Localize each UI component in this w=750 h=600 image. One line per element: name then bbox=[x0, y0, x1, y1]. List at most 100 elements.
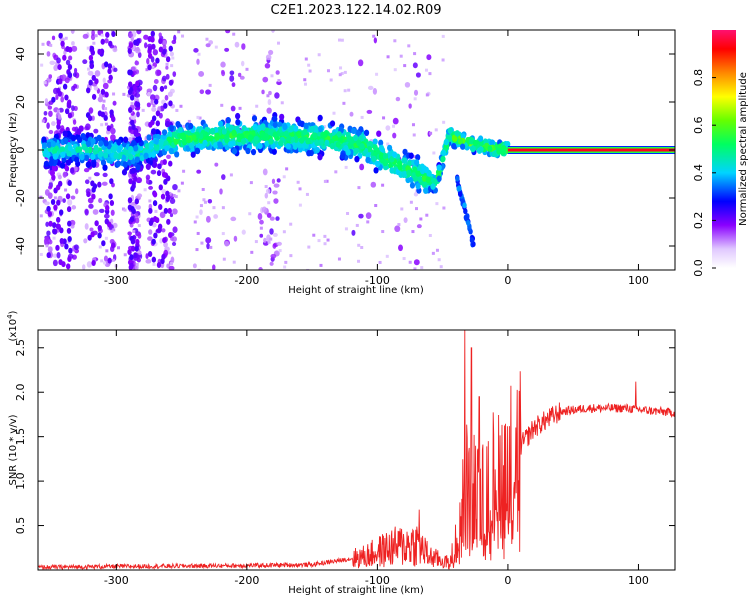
ridge-pixel bbox=[98, 140, 104, 147]
ridge-pixel bbox=[235, 112, 241, 120]
noise-pixel bbox=[48, 129, 54, 135]
noise-pixel bbox=[52, 228, 57, 235]
noise-pixel bbox=[317, 53, 321, 57]
ridge-pixel bbox=[90, 153, 96, 160]
ridge-pixel bbox=[59, 162, 66, 169]
noise-pixel bbox=[157, 163, 162, 170]
noise-pixel bbox=[56, 87, 61, 94]
ridge-pixel bbox=[65, 159, 72, 166]
ridge-pixel bbox=[421, 181, 428, 188]
noise-pixel bbox=[130, 94, 135, 101]
ridge-pixel bbox=[363, 129, 370, 137]
ridge-pixel bbox=[209, 127, 216, 135]
noise-pixel bbox=[40, 63, 44, 67]
ridge-pixel bbox=[161, 134, 167, 141]
noise-pixel bbox=[161, 228, 166, 233]
noise-pixel bbox=[403, 64, 407, 68]
noise-pixel bbox=[413, 97, 417, 101]
noise-pixel bbox=[413, 155, 417, 159]
noise-pixel bbox=[107, 63, 113, 70]
ridge-pixel bbox=[85, 140, 91, 147]
noise-pixel bbox=[153, 127, 157, 131]
noise-pixel bbox=[230, 216, 237, 222]
noise-pixel bbox=[153, 232, 158, 239]
ridge-pixel bbox=[489, 139, 495, 146]
noise-pixel bbox=[289, 222, 293, 226]
noise-pixel bbox=[51, 222, 57, 229]
noise-pixel bbox=[323, 179, 327, 183]
noise-pixel bbox=[111, 116, 116, 123]
ridge-pixel bbox=[352, 134, 359, 142]
noise-pixel bbox=[69, 167, 75, 174]
ridge-pixel bbox=[110, 127, 116, 135]
noise-pixel bbox=[152, 200, 158, 207]
noise-pixel bbox=[272, 232, 278, 237]
ridge-pixel bbox=[335, 141, 341, 148]
noise-pixel bbox=[342, 101, 346, 105]
ridge-pixel bbox=[175, 120, 181, 128]
ridge-pixel bbox=[81, 143, 87, 150]
ridge-pixel bbox=[143, 152, 149, 160]
noise-pixel bbox=[136, 111, 140, 118]
noise-pixel bbox=[171, 236, 177, 242]
noise-pixel bbox=[147, 45, 153, 52]
noise-pixel bbox=[51, 35, 56, 41]
ridge-pixel bbox=[346, 135, 353, 142]
ridge-pixel bbox=[500, 148, 506, 156]
noise-pixel bbox=[68, 55, 73, 61]
ridge-pixel bbox=[161, 129, 168, 136]
noise-pixel bbox=[44, 189, 50, 196]
noise-pixel bbox=[150, 30, 155, 37]
noise-pixel bbox=[67, 235, 72, 242]
ridge-pixel bbox=[117, 152, 123, 160]
noise-pixel bbox=[408, 103, 412, 109]
noise-pixel bbox=[265, 188, 271, 194]
noise-pixel bbox=[161, 253, 166, 260]
ridge-pixel bbox=[417, 176, 423, 183]
ridge-pixel bbox=[93, 144, 99, 152]
ridge-pixel bbox=[355, 130, 361, 137]
noise-pixel bbox=[259, 226, 263, 230]
noise-pixel bbox=[308, 69, 312, 73]
noise-pixel bbox=[130, 102, 134, 106]
noise-pixel bbox=[334, 170, 338, 174]
noise-pixel bbox=[267, 99, 272, 106]
noise-pixel bbox=[87, 67, 91, 71]
noise-pixel bbox=[97, 232, 102, 239]
noise-pixel bbox=[98, 245, 102, 249]
noise-pixel bbox=[232, 32, 236, 36]
noise-pixel bbox=[386, 55, 390, 59]
noise-pixel bbox=[101, 181, 108, 186]
ridge-pixel bbox=[231, 129, 237, 137]
ridge-pixel bbox=[83, 154, 90, 162]
noise-pixel bbox=[91, 259, 96, 266]
x-tick-label: 100 bbox=[628, 574, 649, 587]
noise-pixel bbox=[172, 193, 176, 197]
ridge-pixel bbox=[282, 123, 288, 131]
noise-pixel bbox=[83, 168, 90, 173]
ridge-pixel bbox=[487, 145, 493, 152]
ridge-pixel bbox=[285, 143, 291, 150]
noise-pixel bbox=[127, 32, 134, 38]
noise-pixel bbox=[136, 258, 141, 263]
noise-pixel bbox=[127, 88, 133, 95]
ridge-pixel bbox=[154, 138, 160, 145]
ridge-pixel bbox=[277, 139, 284, 147]
noise-pixel bbox=[51, 121, 56, 127]
ridge-pixel bbox=[339, 152, 346, 160]
noise-pixel bbox=[134, 198, 140, 205]
ridge-pixel bbox=[333, 135, 339, 142]
noise-pixel bbox=[128, 178, 133, 185]
ridge-pixel bbox=[70, 134, 77, 142]
x-tick-label: 0 bbox=[504, 274, 511, 287]
noise-pixel bbox=[168, 265, 175, 270]
ridge-pixel bbox=[235, 119, 241, 126]
ridge-pixel bbox=[376, 130, 382, 137]
noise-pixel bbox=[196, 115, 200, 119]
noise-pixel bbox=[169, 197, 176, 205]
noise-pixel bbox=[136, 193, 143, 198]
ridge-pixel bbox=[451, 134, 457, 141]
noise-pixel bbox=[100, 111, 106, 118]
noise-pixel bbox=[338, 38, 342, 42]
noise-pixel bbox=[64, 94, 69, 101]
